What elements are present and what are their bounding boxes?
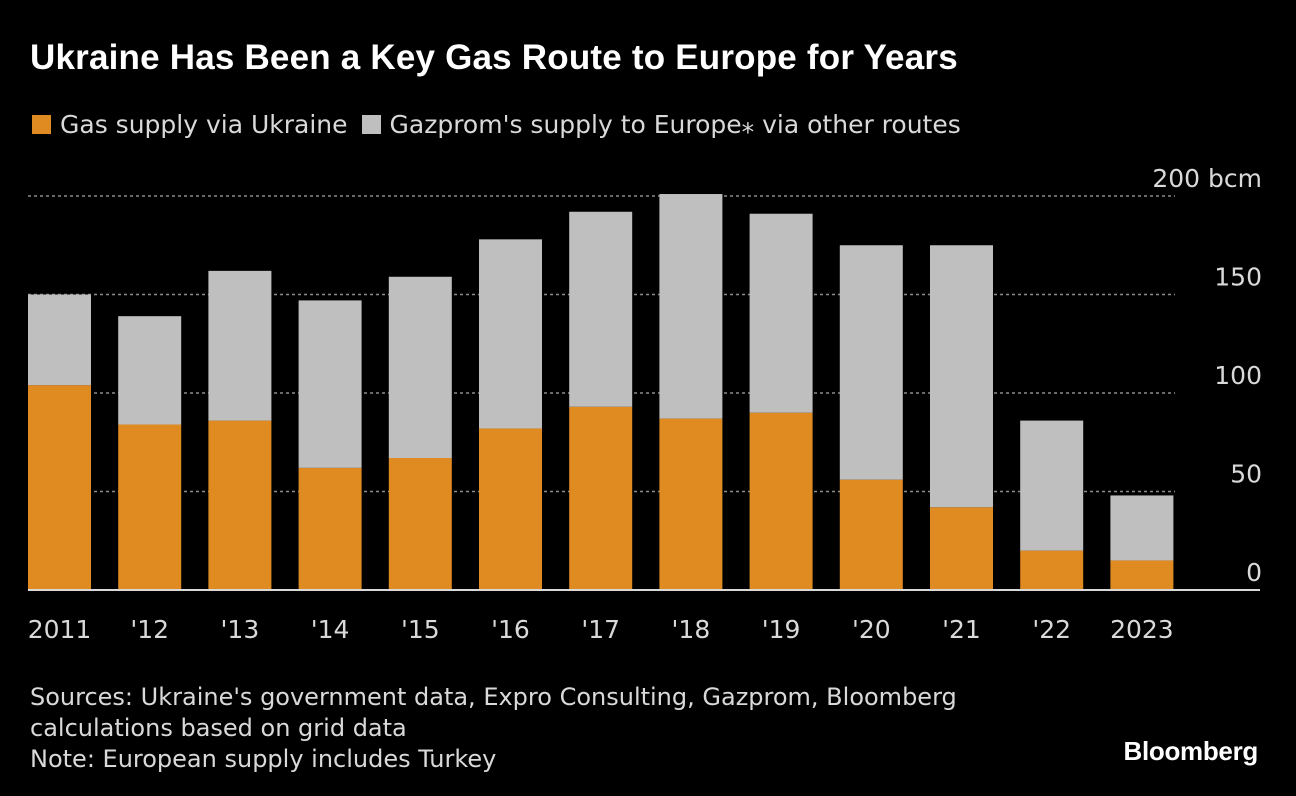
x-tick-label-7: '18 [672, 615, 711, 644]
x-tick-label-4: '15 [401, 615, 440, 644]
y-tick-label-0: 200 bcm [1152, 164, 1262, 193]
legend-label-ukraine: Gas supply via Ukraine [60, 110, 348, 139]
x-tick-label-11: '22 [1032, 615, 1071, 644]
x-tick-label-8: '19 [762, 615, 801, 644]
bar-ukraine-12 [1110, 560, 1174, 590]
legend-label-other-routes: Gazprom's supply to Europe⁎ via other ro… [389, 110, 961, 139]
footer: Sources: Ukraine's government data, Expr… [30, 682, 957, 775]
y-tick-label-3: 50 [1230, 460, 1262, 489]
legend-item-ukraine: Gas supply via Ukraine [32, 110, 348, 139]
bar-ukraine-2 [208, 420, 272, 590]
bar-other-routes-2 [208, 270, 272, 421]
bar-ukraine-8 [749, 412, 813, 590]
stacked-bar-chart: 2011 '12 '13 '14 '15 '16 '17 '18 '19 '20 '21 '22 202… [28, 164, 1262, 644]
bar-other-routes-1 [118, 316, 182, 425]
x-tick-label-5: '16 [491, 615, 530, 644]
bar-other-routes-11 [1020, 420, 1084, 551]
bar-other-routes-3 [298, 300, 362, 468]
y-tick-label-2: 100 [1214, 361, 1262, 390]
bar-other-routes-9 [839, 245, 903, 480]
bar-ukraine-10 [930, 507, 993, 590]
sources-line-1: Sources: Ukraine's government data, Expr… [30, 683, 957, 711]
legend-item-other-routes: Gazprom's supply to Europe⁎ via other ro… [361, 110, 961, 139]
bar-ukraine-7 [659, 418, 723, 590]
x-tick-label-6: '17 [581, 615, 620, 644]
sources-line-2: calculations based on grid data [30, 714, 407, 742]
bar-ukraine-4 [388, 458, 452, 590]
bar-ukraine-0 [28, 385, 91, 590]
note-line: Note: European supply includes Turkey [30, 745, 497, 773]
x-tick-label-2: '13 [221, 615, 260, 644]
bar-other-routes-0 [28, 294, 91, 386]
bar-other-routes-10 [930, 245, 993, 508]
bar-ukraine-5 [479, 428, 542, 590]
y-tick-label-1: 150 [1214, 263, 1262, 292]
y-tick-label-4: 0 [1246, 558, 1262, 587]
bar-ukraine-1 [118, 424, 182, 590]
bar-ukraine-3 [298, 467, 362, 590]
bar-other-routes-5 [479, 239, 542, 429]
x-tick-label-9: '20 [852, 615, 891, 644]
x-tick-label-12: 2023 [1110, 615, 1174, 644]
x-tick-label-3: '14 [311, 615, 350, 644]
bar-other-routes-6 [569, 211, 633, 407]
legend-swatch-ukraine [32, 115, 51, 134]
bar-ukraine-6 [569, 406, 633, 590]
bloomberg-logo: Bloomberg [1123, 736, 1258, 766]
bar-ukraine-11 [1020, 550, 1084, 590]
bar-other-routes-4 [388, 276, 452, 459]
bar-other-routes-12 [1110, 495, 1174, 561]
chart-title: Ukraine Has Been a Key Gas Route to Euro… [30, 38, 958, 77]
legend: Gas supply via Ukraine Gazprom's supply … [32, 110, 975, 139]
x-tick-label-10: '21 [942, 615, 981, 644]
x-tick-label-1: '12 [130, 615, 169, 644]
legend-swatch-other-routes [361, 115, 381, 134]
bar-other-routes-7 [659, 194, 723, 419]
bar-ukraine-9 [839, 479, 903, 590]
bar-other-routes-8 [749, 213, 813, 413]
x-tick-label-0: 2011 [28, 615, 92, 644]
